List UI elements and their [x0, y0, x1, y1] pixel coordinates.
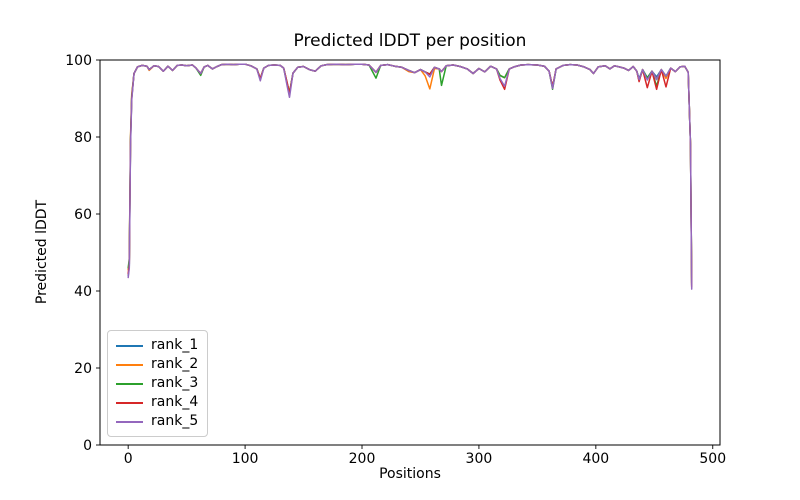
series-line-rank_5: [127, 63, 693, 290]
x-tick-label: 0: [124, 451, 133, 467]
y-tick-label: 0: [83, 438, 92, 454]
legend-line-swatch: [116, 401, 143, 404]
axes-frame: [99, 59, 721, 446]
legend-line-swatch: [116, 363, 143, 366]
y-tick-label: 80: [74, 130, 92, 146]
legend-label: rank_2: [151, 356, 199, 372]
y-tick-label: 20: [74, 361, 92, 377]
series-line-rank_1: [127, 63, 693, 286]
legend-line-swatch: [116, 382, 143, 385]
legend-item-rank_4: rank_4: [116, 393, 198, 412]
series-line-rank_4: [127, 63, 693, 288]
legend-label: rank_5: [151, 413, 199, 429]
legend-item-rank_5: rank_5: [116, 412, 198, 431]
legend-item-rank_3: rank_3: [116, 374, 198, 393]
y-tick-label: 40: [74, 284, 92, 300]
legend-label: rank_1: [151, 337, 199, 353]
x-tick-label: 200: [349, 451, 376, 467]
x-tick-label: 100: [232, 451, 259, 467]
legend-line-swatch: [116, 344, 143, 347]
x-axis-label: Positions: [379, 466, 441, 482]
x-tick-label: 300: [466, 451, 493, 467]
series-line-rank_2: [127, 63, 693, 288]
y-tick-label: 60: [74, 207, 92, 223]
legend: rank_1 rank_2 rank_3 rank_4 rank_5: [107, 330, 209, 437]
legend-item-rank_2: rank_2: [116, 355, 198, 374]
x-tick-label: 500: [699, 451, 726, 467]
legend-label: rank_4: [151, 394, 199, 410]
legend-item-rank_1: rank_1: [116, 336, 198, 355]
y-tick-label: 100: [65, 53, 92, 69]
series-line-rank_3: [127, 63, 693, 285]
x-tick-label: 400: [582, 451, 609, 467]
legend-line-swatch: [116, 420, 143, 423]
chart-title: Predicted lDDT per position: [293, 31, 527, 51]
legend-label: rank_3: [151, 375, 199, 391]
